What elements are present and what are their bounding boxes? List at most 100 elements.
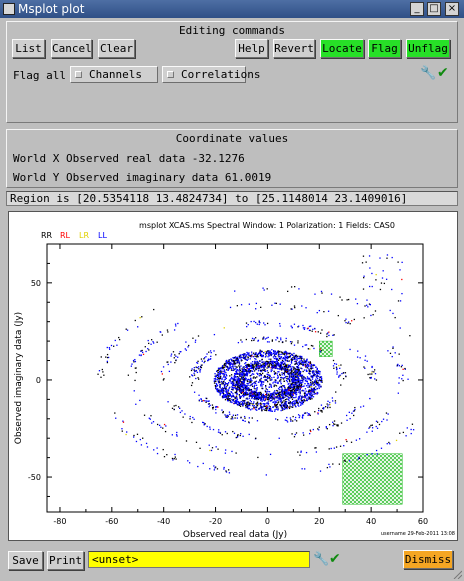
data-point	[226, 362, 229, 364]
data-point	[276, 394, 278, 396]
data-point	[291, 379, 294, 381]
data-point	[409, 335, 411, 337]
data-point	[258, 365, 260, 367]
data-point	[295, 378, 297, 381]
data-point	[253, 320, 255, 323]
data-point	[282, 366, 284, 368]
data-point	[332, 365, 335, 367]
data-point	[347, 321, 350, 323]
data-point	[275, 339, 277, 341]
data-point	[260, 374, 262, 377]
data-point	[221, 391, 224, 394]
channels-checkbox-box[interactable]	[75, 71, 82, 78]
title-bar[interactable]: Msplot plot _ □ ×	[0, 0, 464, 18]
data-point	[289, 354, 291, 356]
channels-checkbox[interactable]: Channels	[70, 66, 158, 83]
wrench-icon[interactable]: 🔧	[420, 66, 437, 81]
dismiss-button[interactable]: Dismiss	[403, 550, 453, 569]
data-point	[299, 382, 301, 385]
close-button[interactable]: ×	[445, 2, 459, 16]
data-point	[401, 364, 403, 367]
data-point	[335, 363, 338, 365]
clear-button[interactable]: Clear	[98, 39, 135, 58]
data-point	[263, 369, 265, 372]
data-point	[291, 308, 293, 310]
minimize-button[interactable]: _	[410, 2, 424, 16]
unflag-button[interactable]: Unflag	[406, 39, 450, 58]
data-point	[310, 367, 312, 370]
revert-button[interactable]: Revert	[273, 39, 315, 58]
cancel-button[interactable]: Cancel	[51, 39, 92, 58]
data-point	[132, 359, 135, 362]
data-point	[281, 406, 283, 409]
data-point	[274, 350, 277, 352]
data-point	[293, 369, 295, 371]
data-point	[195, 369, 198, 372]
data-point	[160, 426, 162, 428]
data-point	[283, 363, 285, 365]
data-point	[295, 373, 297, 375]
data-point	[315, 366, 317, 368]
data-point	[299, 386, 301, 388]
data-point	[249, 370, 252, 372]
data-point	[278, 399, 280, 401]
data-point	[325, 426, 327, 428]
data-point	[370, 376, 372, 379]
data-point	[196, 362, 199, 364]
correlations-checkbox-box[interactable]	[167, 71, 174, 78]
plot-frame[interactable]: msplot XCAS.ms Spectral Window: 1 Polari…	[8, 211, 458, 541]
data-point	[334, 402, 337, 404]
data-point	[203, 357, 206, 359]
maximize-button[interactable]: □	[427, 2, 441, 16]
data-point	[289, 393, 291, 396]
data-point	[282, 372, 284, 374]
flag-button[interactable]: Flag	[368, 39, 401, 58]
flagged-region[interactable]	[319, 340, 333, 357]
data-point	[212, 428, 215, 431]
data-point	[317, 392, 319, 394]
list-button[interactable]: List	[12, 39, 45, 58]
print-button[interactable]: Print	[47, 551, 84, 570]
data-point	[274, 405, 276, 407]
resize-grip-icon[interactable]	[452, 569, 462, 579]
correlations-checkbox[interactable]: Correlations	[162, 66, 260, 83]
data-point	[259, 380, 261, 382]
wrench-icon[interactable]: 🔧	[313, 552, 330, 567]
data-point	[284, 365, 286, 368]
save-button[interactable]: Save	[8, 551, 43, 570]
check-icon[interactable]: ✔	[437, 65, 449, 81]
data-point	[219, 392, 221, 394]
plot-canvas[interactable]: msplot XCAS.ms Spectral Window: 1 Polari…	[9, 212, 457, 540]
data-point	[312, 389, 315, 391]
data-point	[113, 345, 115, 347]
data-point	[131, 363, 133, 365]
window-menu-icon[interactable]	[3, 3, 15, 15]
data-point	[247, 371, 249, 373]
data-point	[228, 392, 231, 395]
data-point	[230, 377, 233, 379]
filename-input[interactable]: <unset>	[88, 551, 310, 568]
help-button[interactable]: Help	[235, 39, 268, 58]
data-point	[375, 449, 378, 452]
data-point	[230, 367, 233, 370]
data-point	[310, 325, 312, 327]
data-point	[158, 424, 161, 427]
data-point	[237, 400, 239, 403]
flagged-region[interactable]	[342, 453, 403, 505]
data-point	[303, 396, 305, 398]
data-point	[291, 403, 293, 405]
locate-button[interactable]: Locate	[320, 39, 364, 58]
data-point	[262, 337, 265, 339]
data-point	[310, 344, 313, 347]
data-point	[228, 367, 231, 370]
data-point	[314, 374, 316, 376]
data-point	[272, 396, 274, 398]
data-point	[236, 398, 238, 401]
data-point	[240, 365, 242, 367]
data-point	[281, 386, 283, 389]
data-point	[286, 364, 288, 367]
data-point	[272, 401, 275, 403]
window-title: Msplot plot	[18, 2, 85, 16]
check-icon[interactable]: ✔	[329, 551, 341, 567]
data-point	[309, 397, 312, 399]
